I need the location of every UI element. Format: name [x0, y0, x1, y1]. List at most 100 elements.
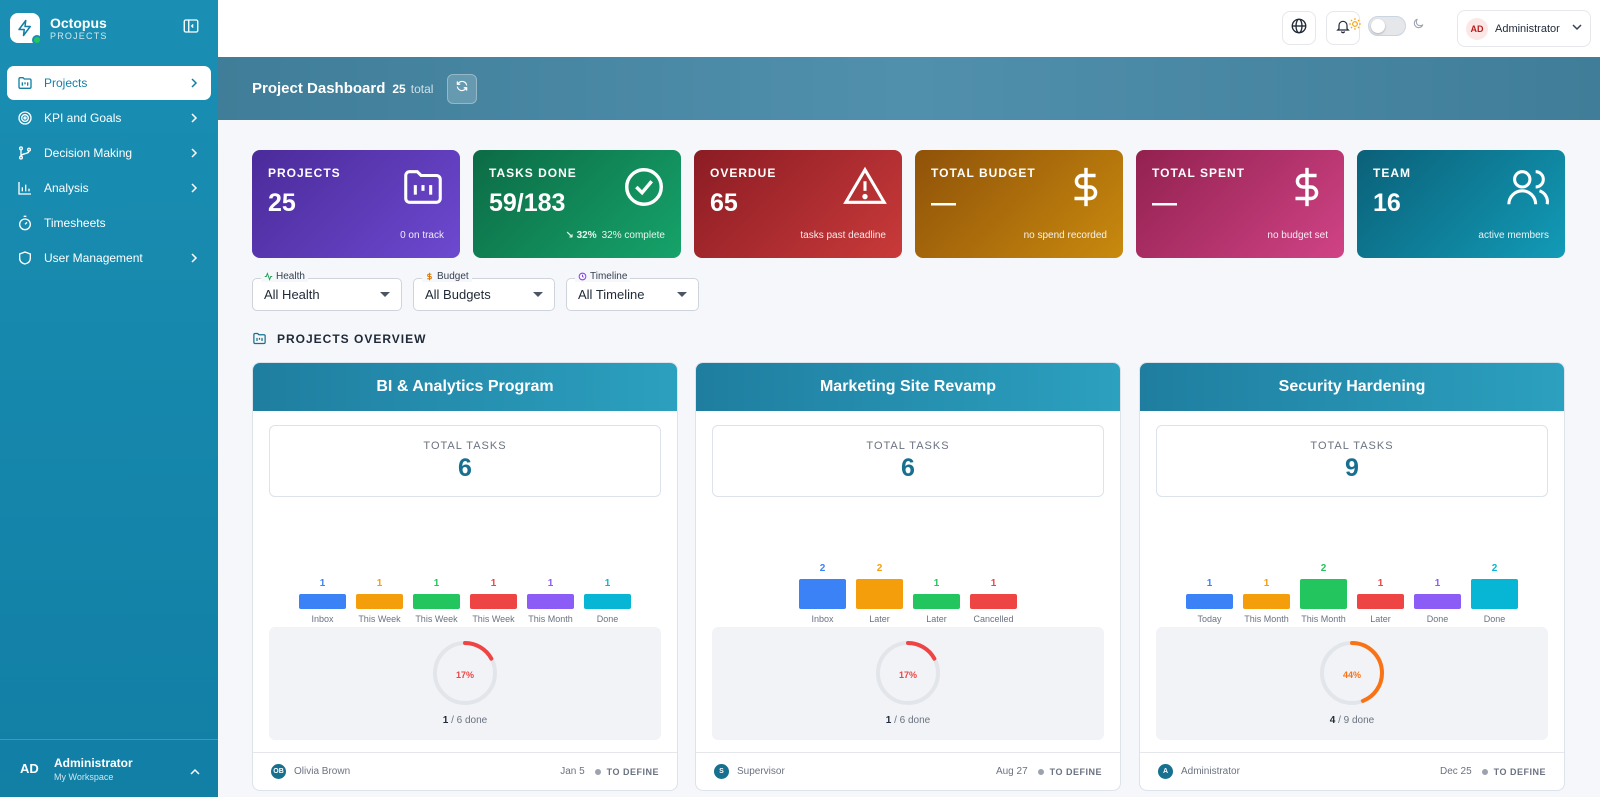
bar-category-label: Today: [1197, 614, 1222, 624]
project-footer: S Supervisor Aug 27 TO DEFINE: [696, 752, 1120, 790]
dollar-icon: [427, 272, 432, 281]
task-bar[interactable]: [584, 594, 631, 609]
sun-icon: [1348, 17, 1362, 36]
budget-filter-select[interactable]: Budget All Budgets: [413, 271, 555, 311]
stat-card-team[interactable]: TEAM 16 active members: [1357, 150, 1565, 258]
bar-value-label: 1: [990, 578, 997, 589]
task-bar[interactable]: [527, 594, 574, 609]
task-bar[interactable]: [1471, 579, 1518, 609]
done-count: 1: [442, 715, 449, 726]
task-bar[interactable]: [799, 579, 846, 609]
theme-toggle[interactable]: [1348, 16, 1425, 36]
chevron-right-icon: [189, 252, 199, 263]
notifications-button[interactable]: [1326, 11, 1360, 45]
owner-name: Administrator: [1181, 766, 1240, 777]
filter-label: Health: [276, 271, 305, 282]
project-card[interactable]: Security Hardening TOTAL TASKS 9 1 Today 1…: [1139, 362, 1565, 791]
bell-icon: [1335, 18, 1351, 39]
bar-category-label: This Month: [1301, 614, 1346, 624]
task-bar[interactable]: [913, 594, 960, 609]
trend-indicator: ↘ 32%: [565, 230, 597, 241]
topbar: AD Administrator: [218, 0, 1600, 57]
budget-filter-label-wrap: Budget: [422, 271, 472, 282]
brand-subtitle: PROJECTS: [50, 31, 108, 41]
collapse-sidebar-icon[interactable]: [182, 17, 200, 35]
project-title[interactable]: Security Hardening: [1140, 363, 1564, 411]
task-bar[interactable]: [413, 594, 460, 609]
filter-value: All Budgets: [425, 287, 491, 302]
status-badge: TO DEFINE: [1038, 767, 1102, 777]
total-tasks-label: TOTAL TASKS: [866, 440, 950, 452]
sidebar-item-user-management[interactable]: User Management: [7, 241, 211, 275]
bar-value-label: 1: [933, 578, 940, 589]
sidebar-item-label: Timesheets: [44, 216, 106, 230]
timeline-filter-label-wrap: Timeline: [575, 271, 631, 282]
task-bar[interactable]: [1300, 579, 1347, 609]
total-tasks-value: 6: [458, 454, 472, 482]
project-title[interactable]: Marketing Site Revamp: [696, 363, 1120, 411]
avatar: A: [1158, 764, 1173, 779]
bar-category-label: Later: [869, 614, 890, 624]
bar-value-label: 1: [433, 578, 440, 589]
language-button[interactable]: [1282, 11, 1316, 45]
total-tasks-box: TOTAL TASKS 6: [712, 425, 1104, 497]
section-title: PROJECTS OVERVIEW: [252, 331, 426, 346]
bar-value-label: 1: [490, 578, 497, 589]
user-name: Administrator: [1495, 22, 1560, 35]
task-bar[interactable]: [1357, 594, 1404, 609]
filter-value: All Timeline: [578, 287, 645, 302]
owner-name: Supervisor: [737, 766, 785, 777]
task-bar[interactable]: [856, 579, 903, 609]
stat-card-tasks-done[interactable]: TASKS DONE 59/183 ↘ 32% 32% complete: [473, 150, 681, 258]
task-bar[interactable]: [970, 594, 1017, 609]
project-card[interactable]: Marketing Site Revamp TOTAL TASKS 6 2 Inb…: [695, 362, 1121, 791]
sidebar-item-label: Decision Making: [44, 146, 133, 160]
theme-toggle-switch[interactable]: [1368, 16, 1406, 36]
avatar: AD: [1466, 17, 1488, 40]
sidebar-item-projects[interactable]: Projects: [7, 66, 211, 100]
lightning-logo-icon[interactable]: [10, 13, 42, 45]
stopwatch-icon: [17, 215, 33, 231]
task-bar[interactable]: [1243, 594, 1290, 609]
sidebar-item-kpi-goals[interactable]: KPI and Goals: [7, 101, 211, 135]
done-of-total: / 9 done: [1338, 715, 1375, 726]
refresh-button[interactable]: [447, 73, 478, 104]
brand: Octopus PROJECTS: [0, 0, 218, 56]
task-bar[interactable]: [356, 594, 403, 609]
stat-subtext: 32% complete: [601, 230, 665, 241]
online-status-dot: [32, 35, 42, 45]
sidebar-user-footer[interactable]: AD Administrator My Workspace: [0, 739, 218, 797]
stat-card-projects[interactable]: PROJECTS 25 0 on track: [252, 150, 460, 258]
stat-label: OVERDUE: [710, 166, 777, 180]
stat-label: TASKS DONE: [489, 166, 577, 180]
bar-value-label: 1: [319, 578, 326, 589]
timeline-filter-select[interactable]: Timeline All Timeline: [566, 271, 699, 311]
progress-panel: 44% 4 / 9 done: [1156, 627, 1548, 740]
chevron-up-icon: [190, 764, 200, 775]
project-card[interactable]: BI & Analytics Program TOTAL TASKS 6 1 In…: [252, 362, 678, 791]
bar-chart-icon: [17, 180, 33, 196]
health-filter-select[interactable]: Health All Health: [252, 271, 402, 311]
stat-card-overdue[interactable]: OVERDUE 65 tasks past deadline: [694, 150, 902, 258]
bar-category-label: This Month: [528, 614, 573, 624]
task-bar[interactable]: [1186, 594, 1233, 609]
sidebar-item-analysis[interactable]: Analysis: [7, 171, 211, 205]
stat-subtext: 0 on track: [400, 230, 444, 241]
section-title-text: PROJECTS OVERVIEW: [277, 331, 427, 346]
task-bar[interactable]: [1414, 594, 1461, 609]
task-bar[interactable]: [299, 594, 346, 609]
progress-percent: 17%: [898, 670, 917, 680]
caret-down-icon: [533, 292, 543, 297]
project-title[interactable]: BI & Analytics Program: [253, 363, 677, 411]
task-bar[interactable]: [470, 594, 517, 609]
project-count-label: total: [410, 81, 434, 96]
status-badge: TO DEFINE: [595, 767, 659, 777]
stat-value: 65: [710, 189, 738, 217]
sidebar-item-timesheets[interactable]: Timesheets: [7, 206, 211, 240]
folder-chart-icon: [17, 75, 33, 91]
bar-category-label: Done: [1426, 614, 1449, 624]
stat-card-total-budget[interactable]: TOTAL BUDGET — no spend recorded: [915, 150, 1123, 258]
sidebar-item-decision-making[interactable]: Decision Making: [7, 136, 211, 170]
user-menu-button[interactable]: AD Administrator: [1457, 10, 1591, 47]
stat-card-total-spent[interactable]: TOTAL SPENT — no budget set: [1136, 150, 1344, 258]
